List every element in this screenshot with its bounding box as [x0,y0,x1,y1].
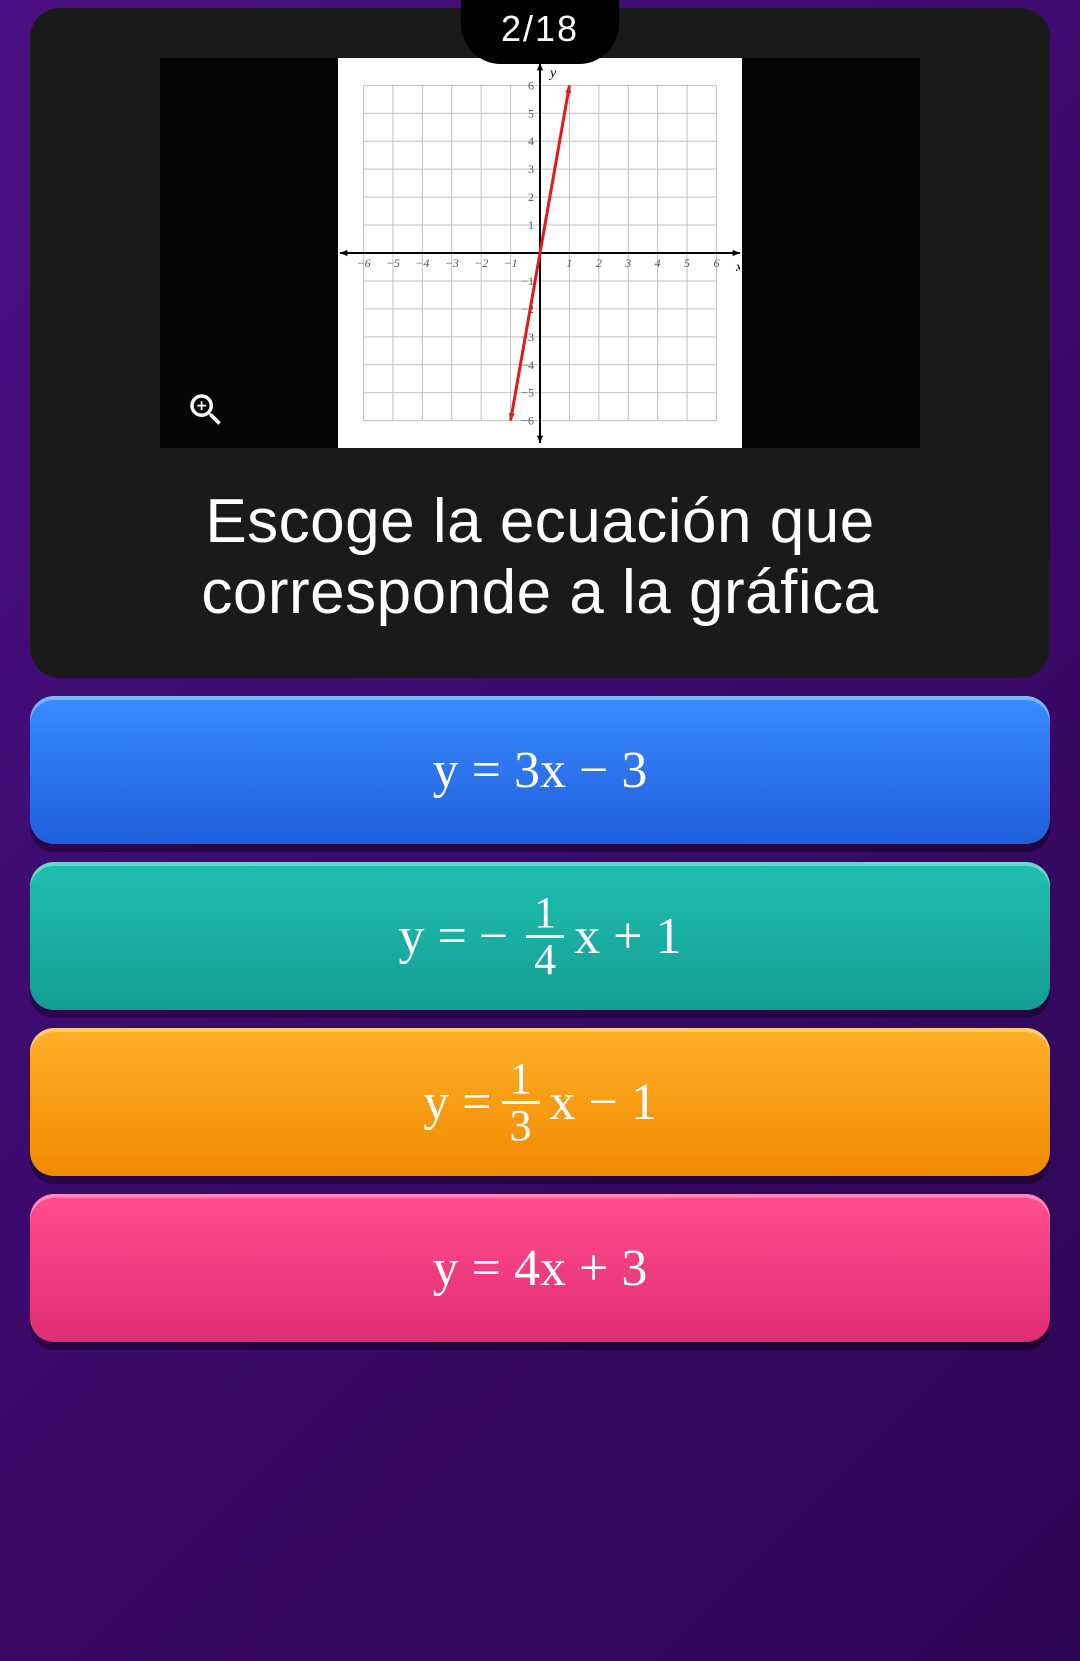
graph-container[interactable]: −6−5−4−3−2−1123456−6−5−4−3−2−1123456xy [160,58,920,448]
svg-text:−1: −1 [521,274,534,288]
answer-list: y = 3x − 3 y = −14x + 1 y = 13x − 1 y = 4x … [30,696,1050,1631]
svg-text:−3: −3 [445,256,459,270]
svg-text:−1: −1 [504,256,518,270]
quiz-main: 2/18 −6−5−4−3−2−1123456−6−5−4−3−2−112345… [0,0,1080,1661]
svg-text:−4: −4 [521,358,534,372]
question-text: Escoge la ecuación que corresponde a la … [30,486,1050,629]
answer-equation: y = 13x − 1 [423,1057,657,1148]
svg-text:4: 4 [528,134,534,148]
svg-text:y: y [548,66,557,81]
svg-text:6: 6 [713,256,719,270]
answer-option-d[interactable]: y = 4x + 3 [30,1194,1050,1342]
svg-text:2: 2 [528,190,534,204]
svg-text:6: 6 [528,78,534,92]
svg-text:2: 2 [596,256,602,270]
line-chart: −6−5−4−3−2−1123456−6−5−4−3−2−1123456xy [340,63,740,443]
svg-text:4: 4 [655,256,661,270]
svg-text:−5: −5 [521,386,534,400]
svg-text:x: x [735,260,740,275]
zoom-in-icon [185,389,227,431]
answer-equation: y = 4x + 3 [433,1239,648,1298]
answer-equation: y = −14x + 1 [399,891,682,982]
svg-text:−6: −6 [521,414,534,428]
progress-label: 2/18 [501,8,579,49]
progress-indicator: 2/18 [461,0,619,64]
answer-option-c[interactable]: y = 13x − 1 [30,1028,1050,1176]
svg-text:−2: −2 [474,256,488,270]
svg-text:−5: −5 [386,256,400,270]
svg-text:5: 5 [684,256,690,270]
graph-image: −6−5−4−3−2−1123456−6−5−4−3−2−1123456xy [338,58,742,448]
svg-text:3: 3 [624,256,631,270]
svg-text:−6: −6 [356,256,370,270]
answer-option-a[interactable]: y = 3x − 3 [30,696,1050,844]
question-card: −6−5−4−3−2−1123456−6−5−4−3−2−1123456xy E… [30,8,1050,678]
answer-option-b[interactable]: y = −14x + 1 [30,862,1050,1010]
svg-text:1: 1 [528,218,534,232]
svg-text:1: 1 [566,256,572,270]
svg-text:3: 3 [528,162,534,176]
answer-equation: y = 3x − 3 [433,741,648,800]
zoom-in-button[interactable] [182,386,230,434]
svg-text:−4: −4 [415,256,429,270]
svg-text:5: 5 [528,106,534,120]
